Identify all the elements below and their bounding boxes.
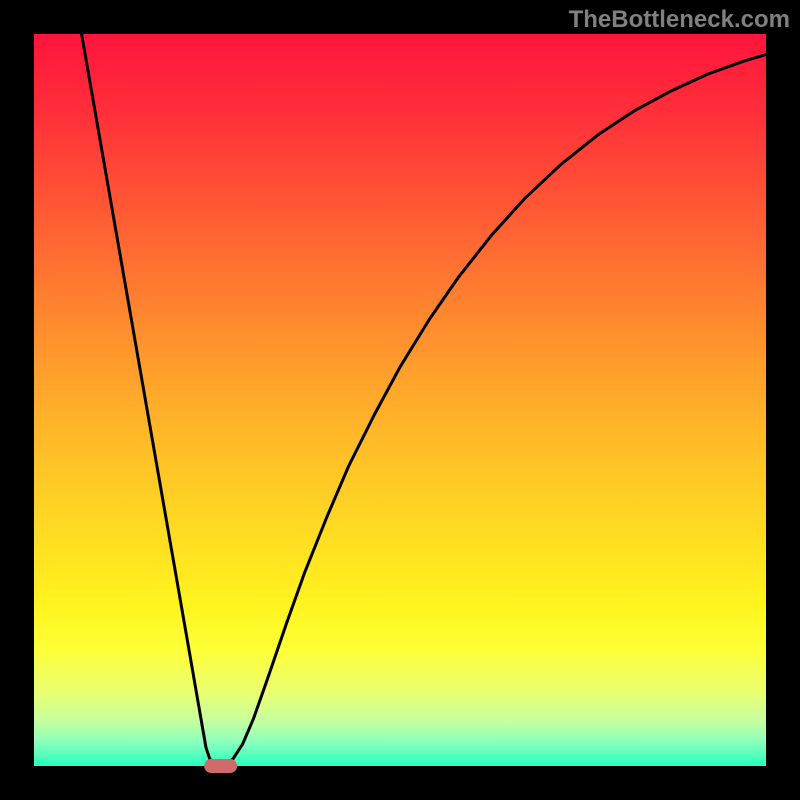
bottleneck-chart [0, 0, 800, 800]
watermark-text: TheBottleneck.com [569, 6, 790, 34]
chart-background [34, 34, 766, 766]
optimal-marker [204, 759, 237, 773]
chart-svg [0, 0, 800, 800]
